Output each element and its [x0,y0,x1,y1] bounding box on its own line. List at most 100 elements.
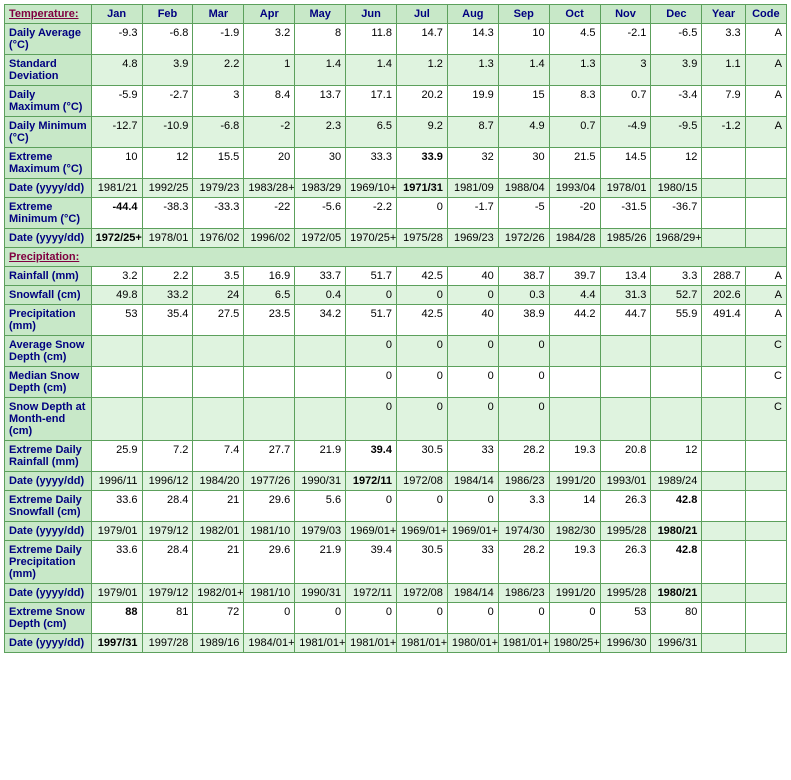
table-row: Rainfall (mm)3.22.23.516.933.751.742.540… [5,267,787,286]
cell [549,336,600,367]
cell: 1979/12 [142,584,193,603]
cell: 4.5 [549,24,600,55]
cell: 30.5 [396,441,447,472]
cell: 1 [244,55,295,86]
cell: -38.3 [142,198,193,229]
cell: -1.9 [193,24,244,55]
climate-table: Temperature: Jan Feb Mar Apr May Jun Jul… [4,4,787,653]
cell: 3.3 [498,491,549,522]
cell: 33.2 [142,286,193,305]
cell: -5.9 [91,86,142,117]
cell: 5.6 [295,491,346,522]
cell: C [745,367,786,398]
cell [244,336,295,367]
cell [193,336,244,367]
row-label: Extreme Maximum (°C) [5,148,92,179]
cell: 33.6 [91,491,142,522]
cell: 1979/01 [91,584,142,603]
cell: 0 [498,603,549,634]
cell: 24 [193,286,244,305]
cell: -2.2 [346,198,397,229]
cell: 1984/01+ [244,634,295,653]
cell [702,229,745,248]
cell [702,398,745,441]
header-jun: Jun [346,5,397,24]
cell: 1972/08 [396,584,447,603]
cell: 1995/28 [600,522,651,541]
cell: 4.8 [91,55,142,86]
cell: -44.4 [91,198,142,229]
table-row: Extreme Daily Precipitation (mm)33.628.4… [5,541,787,584]
cell: 1981/01+ [396,634,447,653]
cell: 0 [396,603,447,634]
cell [295,367,346,398]
cell: -5 [498,198,549,229]
cell: 42.8 [651,491,702,522]
row-label: Snow Depth at Month-end (cm) [5,398,92,441]
cell: 1988/04 [498,179,549,198]
cell: 34.2 [295,305,346,336]
cell: 88 [91,603,142,634]
cell: -12.7 [91,117,142,148]
cell: 1.3 [549,55,600,86]
cell: 2.2 [193,55,244,86]
cell: 32 [447,148,498,179]
cell: 1978/01 [600,179,651,198]
cell: 0 [447,367,498,398]
table-row: Daily Minimum (°C)-12.7-10.9-6.8-22.36.5… [5,117,787,148]
cell: 49.8 [91,286,142,305]
cell: -36.7 [651,198,702,229]
table-row: Average Snow Depth (cm)0000C [5,336,787,367]
temperature-body: Daily Average (°C)-9.3-6.8-1.93.2811.814… [5,24,787,248]
row-label: Daily Maximum (°C) [5,86,92,117]
cell: A [745,24,786,55]
cell: 1.3 [447,55,498,86]
cell: 1989/24 [651,472,702,491]
cell: A [745,86,786,117]
cell [745,179,786,198]
cell: 14.3 [447,24,498,55]
cell [745,441,786,472]
cell: 7.4 [193,441,244,472]
cell: 1.4 [346,55,397,86]
cell: 19.3 [549,541,600,584]
cell: 1996/02 [244,229,295,248]
cell: 1989/16 [193,634,244,653]
header-year: Year [702,5,745,24]
row-label: Date (yyyy/dd) [5,229,92,248]
cell: 51.7 [346,267,397,286]
cell: 1996/31 [651,634,702,653]
cell: 0 [346,398,397,441]
cell [702,522,745,541]
cell: 1976/02 [193,229,244,248]
cell: 1.1 [702,55,745,86]
cell [549,367,600,398]
cell [91,336,142,367]
cell: 0.7 [600,86,651,117]
cell: 1982/01 [193,522,244,541]
table-row: Extreme Maximum (°C)101215.5203033.333.9… [5,148,787,179]
cell: 14 [549,491,600,522]
cell [193,398,244,441]
cell: 3.3 [651,267,702,286]
cell: 0 [396,198,447,229]
cell: 44.7 [600,305,651,336]
header-jan: Jan [91,5,142,24]
cell: 0 [498,336,549,367]
cell [295,398,346,441]
cell: 2.2 [142,267,193,286]
cell: 1984/28 [549,229,600,248]
cell: 0 [346,336,397,367]
cell: 25.9 [91,441,142,472]
cell [702,441,745,472]
table-row: Date (yyyy/dd)1979/011979/121982/01+1981… [5,584,787,603]
cell: -9.5 [651,117,702,148]
cell: 28.4 [142,541,193,584]
cell: 1986/23 [498,584,549,603]
cell: 21.9 [295,541,346,584]
cell: 42.5 [396,305,447,336]
cell: 1984/20 [193,472,244,491]
cell: 0 [498,398,549,441]
cell: 35.4 [142,305,193,336]
cell [600,398,651,441]
